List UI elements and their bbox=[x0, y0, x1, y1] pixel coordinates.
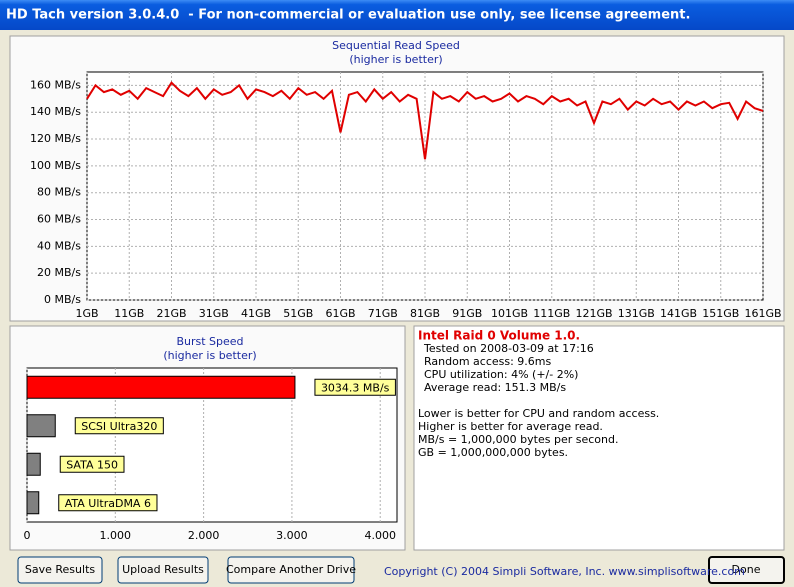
button-face bbox=[708, 556, 785, 584]
bar-label: ATA UltraDMA 6 bbox=[65, 497, 151, 510]
save-button[interactable]: Save Results bbox=[17, 556, 103, 584]
y-tick-label: 20 MB/s bbox=[37, 266, 81, 279]
x-tick-label: 31GB bbox=[199, 307, 229, 320]
info-line: Random access: 9.6ms bbox=[424, 355, 552, 368]
button-face bbox=[227, 556, 355, 584]
info-line: Tested on 2008-03-09 at 17:16 bbox=[423, 342, 594, 355]
info-note: GB = 1,000,000,000 bytes. bbox=[418, 446, 568, 459]
chart-title: Sequential Read Speed bbox=[332, 39, 460, 52]
x-tick-label: 0 bbox=[24, 529, 31, 542]
button-label: Done bbox=[732, 563, 761, 576]
info-note: Higher is better for average read. bbox=[418, 420, 603, 433]
x-tick-label: 71GB bbox=[368, 307, 398, 320]
y-tick-label: 140 MB/s bbox=[30, 105, 81, 118]
button-label: Save Results bbox=[25, 563, 95, 576]
chart-subtitle: (higher is better) bbox=[163, 349, 256, 362]
done-button[interactable]: Done bbox=[708, 556, 785, 584]
bar-label: SCSI Ultra320 bbox=[81, 420, 157, 433]
y-tick-label: 80 MB/s bbox=[37, 186, 81, 199]
x-tick-label: 141GB bbox=[660, 307, 697, 320]
x-tick-label: 21GB bbox=[156, 307, 186, 320]
y-tick-label: 160 MB/s bbox=[30, 78, 81, 91]
y-tick-label: 0 MB/s bbox=[44, 293, 81, 306]
bar-label-box bbox=[314, 378, 396, 396]
info-line: Average read: 151.3 MB/s bbox=[424, 381, 566, 394]
read-speed-line bbox=[86, 81, 764, 160]
x-tick-label: 1.000 bbox=[100, 529, 132, 542]
chart-title: Burst Speed bbox=[176, 335, 243, 348]
bar bbox=[26, 491, 40, 515]
button-label: Compare Another Drive bbox=[226, 563, 356, 576]
bar bbox=[26, 414, 56, 438]
button-label: Upload Results bbox=[122, 563, 204, 576]
button-face bbox=[117, 556, 209, 584]
info-line: CPU utilization: 4% (+/- 2%) bbox=[424, 368, 578, 381]
info-panel bbox=[413, 325, 785, 551]
y-tick-label: 60 MB/s bbox=[37, 213, 81, 226]
bar bbox=[26, 452, 41, 476]
x-tick-label: 61GB bbox=[325, 307, 355, 320]
window-title: HD Tach version 3.0.4.0 - For non-commer… bbox=[6, 8, 690, 23]
y-tick-label: 40 MB/s bbox=[37, 239, 81, 252]
upload-button[interactable]: Upload Results bbox=[117, 556, 209, 584]
x-tick-label: 131GB bbox=[618, 307, 655, 320]
x-tick-label: 4.000 bbox=[364, 529, 396, 542]
x-tick-label: 101GB bbox=[491, 307, 528, 320]
x-tick-label: 2.000 bbox=[188, 529, 220, 542]
chart-subtitle: (higher is better) bbox=[349, 53, 442, 66]
y-tick-label: 120 MB/s bbox=[30, 132, 81, 145]
button-face bbox=[17, 556, 103, 584]
x-tick-label: 11GB bbox=[114, 307, 144, 320]
bar-label-box bbox=[59, 455, 125, 473]
x-tick-label: 111GB bbox=[533, 307, 570, 320]
x-tick-label: 1GB bbox=[75, 307, 98, 320]
y-tick-label: 100 MB/s bbox=[30, 159, 81, 172]
x-tick-label: 151GB bbox=[702, 307, 739, 320]
info-note: MB/s = 1,000,000 bytes per second. bbox=[418, 433, 618, 446]
x-tick-label: 161GB bbox=[744, 307, 781, 320]
drive-heading: Intel Raid 0 Volume 1.0. bbox=[418, 329, 580, 343]
x-tick-label: 121GB bbox=[575, 307, 612, 320]
bar bbox=[26, 375, 296, 399]
x-tick-label: 51GB bbox=[283, 307, 313, 320]
bar-label: 3034.3 MB/s bbox=[321, 381, 390, 394]
x-tick-label: 3.000 bbox=[276, 529, 308, 542]
title-bar bbox=[0, 0, 794, 30]
x-tick-label: 91GB bbox=[452, 307, 482, 320]
info-note: Lower is better for CPU and random acces… bbox=[418, 407, 659, 420]
bar-label: SATA 150 bbox=[66, 458, 118, 471]
compare-button[interactable]: Compare Another Drive bbox=[226, 556, 356, 584]
x-tick-label: 41GB bbox=[241, 307, 271, 320]
x-tick-label: 81GB bbox=[410, 307, 440, 320]
copyright: Copyright (C) 2004 Simpli Software, Inc.… bbox=[384, 565, 745, 578]
bar-label-box bbox=[58, 494, 158, 512]
bar-label-box bbox=[74, 417, 164, 435]
